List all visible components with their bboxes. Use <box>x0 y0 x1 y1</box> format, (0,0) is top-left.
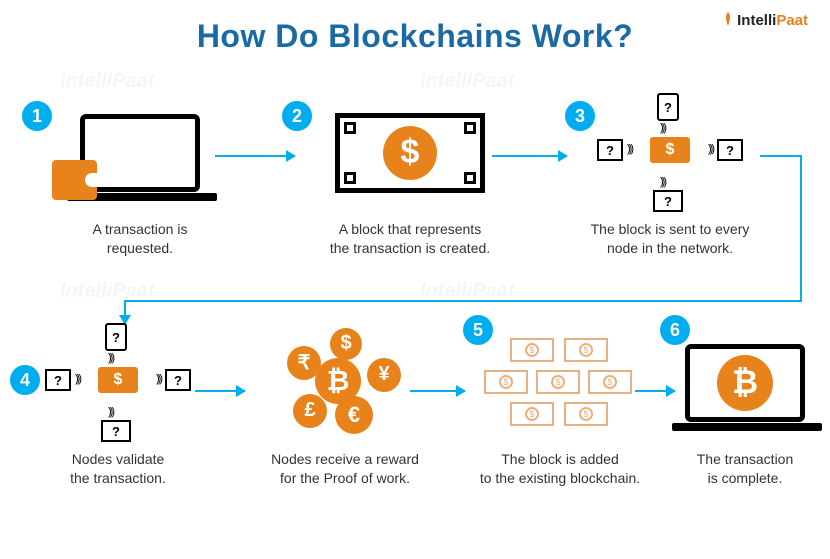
step-5-reward: $₹₿¥£€ Nodes receive a reward for the Pr… <box>245 325 445 488</box>
step-caption: The block is added to the existing block… <box>455 450 665 488</box>
chain-block: $ <box>588 370 632 394</box>
chain-block: $ <box>564 402 608 426</box>
watermark: IntelliPaat <box>420 70 514 93</box>
step-7-complete: 6 ₿ The transaction is complete. <box>660 325 830 488</box>
step-4: 4 $ ? ? ? ? )))))) )))))) Nodes validate… <box>18 325 218 488</box>
connector <box>124 300 126 324</box>
connector <box>760 155 800 157</box>
connector <box>124 300 802 302</box>
coin-icon: ¥ <box>367 358 401 392</box>
network-validate-icon: $ ? ? ? ? )))))) )))))) <box>18 325 218 440</box>
step-caption: A block that represents the transaction … <box>300 220 520 258</box>
block-bill-icon: $ <box>300 95 520 210</box>
step-badge: 6 <box>660 315 690 345</box>
blockchain-icon: $ $ $ $ $ $ $ <box>455 325 665 440</box>
coin-icon: € <box>335 396 373 434</box>
step-badge: 1 <box>22 101 52 131</box>
step-3: 3 $ ? ? ? ? )))))) )))))) The block is s… <box>555 95 785 258</box>
chain-block: $ <box>510 338 554 362</box>
logo-suffix: Paat <box>776 12 808 29</box>
step-caption: Nodes validate the transaction. <box>18 450 218 488</box>
arrow-4-5 <box>195 390 245 392</box>
chain-block: $ <box>510 402 554 426</box>
step-badge: 3 <box>565 101 595 131</box>
step-caption: A transaction is requested. <box>40 220 240 258</box>
watermark: IntelliPaat <box>60 70 154 93</box>
reward-coins-icon: $₹₿¥£€ <box>245 325 445 440</box>
step-2: 2 $ A block that represents the transact… <box>300 95 520 258</box>
coin-icon: $ <box>330 328 362 360</box>
connector <box>800 155 802 300</box>
chain-block: $ <box>536 370 580 394</box>
complete-laptop-icon: ₿ <box>660 325 830 440</box>
step-caption: The transaction is complete. <box>660 450 830 488</box>
coin-icon: £ <box>293 394 327 428</box>
step-1: 1 A transaction is requested. <box>40 95 240 258</box>
page-title: How Do Blockchains Work? <box>0 0 830 55</box>
step-caption: Nodes receive a reward for the Proof of … <box>245 450 445 488</box>
chain-block: $ <box>484 370 528 394</box>
step-badge: 4 <box>10 365 40 395</box>
step-6-chain: 5 $$$$$$$ The block is added to the exis… <box>455 325 665 488</box>
chain-block: $ <box>564 338 608 362</box>
arrow-1-2 <box>215 155 295 157</box>
logo-prefix: Intelli <box>737 12 776 29</box>
step-badge: 2 <box>282 101 312 131</box>
logo: IntelliPaat <box>719 10 808 29</box>
transaction-request-icon <box>40 95 240 210</box>
step-caption: The block is sent to every node in the n… <box>555 220 785 258</box>
